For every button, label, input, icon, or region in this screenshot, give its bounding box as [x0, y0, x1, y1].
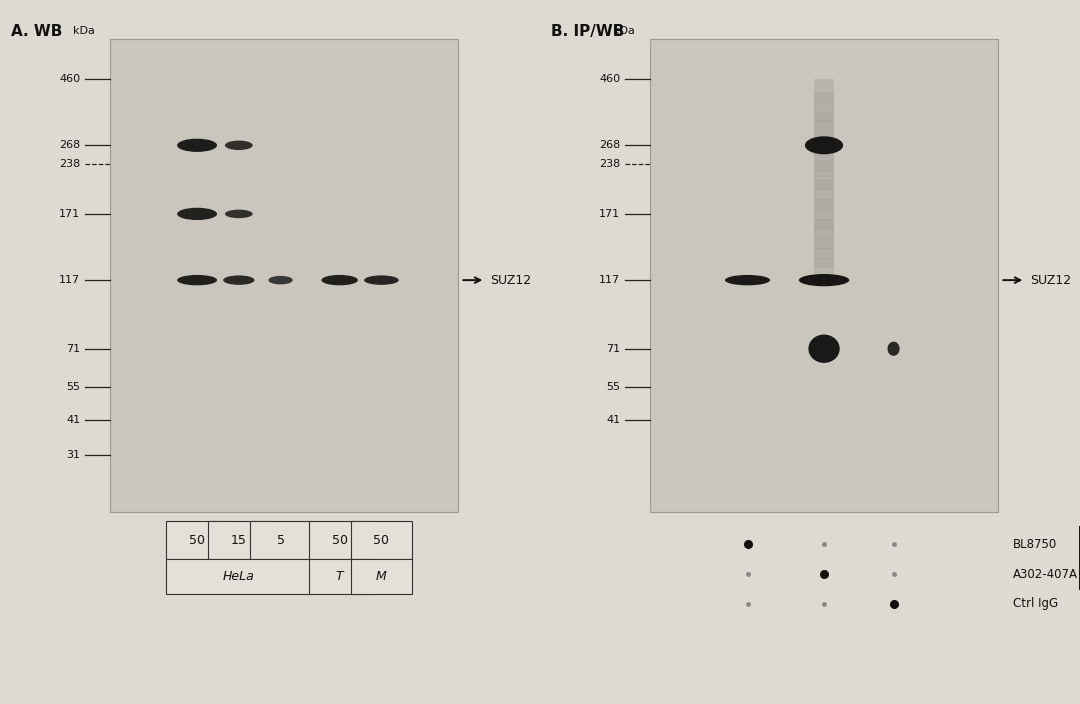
- Text: 268: 268: [599, 140, 620, 151]
- Bar: [814, 141, 834, 151]
- Text: 171: 171: [599, 209, 620, 219]
- Ellipse shape: [322, 275, 357, 285]
- Bar: [814, 189, 834, 200]
- Bar: [814, 121, 834, 132]
- Text: 117: 117: [59, 275, 80, 285]
- Ellipse shape: [225, 210, 253, 218]
- Bar: [208, 521, 269, 559]
- Text: 117: 117: [599, 275, 620, 285]
- Bar: [814, 111, 834, 122]
- Text: 238: 238: [59, 159, 80, 169]
- Text: 31: 31: [66, 450, 80, 460]
- Bar: [814, 258, 834, 268]
- Ellipse shape: [177, 275, 217, 285]
- Text: BL8750: BL8750: [1013, 538, 1057, 551]
- Ellipse shape: [224, 275, 255, 285]
- Bar: [166, 521, 228, 559]
- Bar: [166, 559, 311, 593]
- Ellipse shape: [177, 139, 217, 152]
- Bar: [814, 170, 834, 181]
- Bar: [814, 131, 834, 142]
- Bar: [814, 151, 834, 161]
- Text: 238: 238: [599, 159, 620, 169]
- Text: 55: 55: [66, 382, 80, 391]
- Text: M: M: [376, 570, 387, 583]
- Text: 71: 71: [66, 344, 80, 353]
- Text: T: T: [336, 570, 343, 583]
- Bar: [814, 209, 834, 220]
- Text: kDa: kDa: [73, 26, 95, 36]
- Bar: [814, 219, 834, 230]
- Text: HeLa: HeLa: [222, 570, 255, 583]
- Bar: [351, 559, 411, 593]
- Text: A. WB: A. WB: [11, 24, 63, 39]
- Text: A302-407A: A302-407A: [1013, 567, 1078, 581]
- Bar: [814, 228, 834, 239]
- Ellipse shape: [809, 334, 839, 363]
- Ellipse shape: [225, 141, 253, 150]
- Bar: [309, 559, 370, 593]
- Bar: [814, 92, 834, 103]
- Bar: [814, 248, 834, 258]
- Text: 460: 460: [59, 74, 80, 84]
- Text: 50: 50: [374, 534, 390, 546]
- Text: 50: 50: [189, 534, 205, 546]
- Ellipse shape: [269, 276, 293, 284]
- Bar: [650, 39, 998, 512]
- Text: 171: 171: [59, 209, 80, 219]
- Text: 5: 5: [276, 534, 284, 546]
- Text: 268: 268: [59, 140, 80, 151]
- Bar: [351, 521, 411, 559]
- Ellipse shape: [799, 274, 849, 287]
- Bar: [814, 238, 834, 249]
- Text: kDa: kDa: [613, 26, 635, 36]
- Bar: [814, 79, 834, 280]
- Text: 15: 15: [231, 534, 246, 546]
- Text: SUZ12: SUZ12: [490, 274, 531, 287]
- Text: 41: 41: [66, 415, 80, 425]
- Bar: [249, 521, 311, 559]
- Bar: [814, 199, 834, 210]
- Bar: [814, 161, 834, 171]
- Text: 41: 41: [606, 415, 620, 425]
- Text: B. IP/WB: B. IP/WB: [551, 24, 624, 39]
- Bar: [110, 39, 458, 512]
- Bar: [309, 521, 370, 559]
- Text: 460: 460: [599, 74, 620, 84]
- Bar: [814, 102, 834, 113]
- Bar: [814, 180, 834, 190]
- Ellipse shape: [805, 137, 843, 154]
- Text: 71: 71: [606, 344, 620, 353]
- Ellipse shape: [888, 341, 900, 356]
- Text: SUZ12: SUZ12: [1030, 274, 1071, 287]
- Ellipse shape: [364, 275, 399, 285]
- Ellipse shape: [725, 275, 770, 285]
- Text: Ctrl IgG: Ctrl IgG: [1013, 597, 1058, 610]
- Ellipse shape: [177, 208, 217, 220]
- Text: 55: 55: [606, 382, 620, 391]
- Text: 50: 50: [332, 534, 348, 546]
